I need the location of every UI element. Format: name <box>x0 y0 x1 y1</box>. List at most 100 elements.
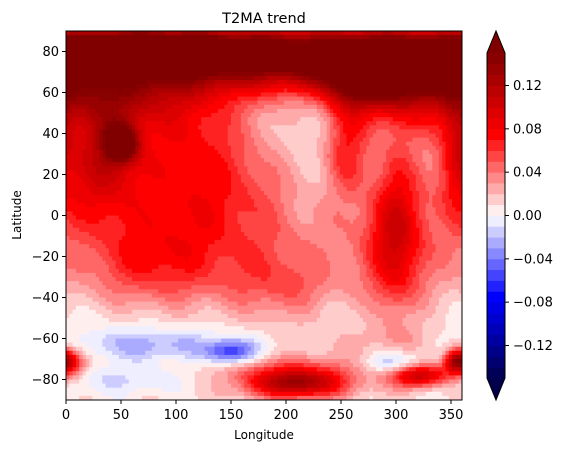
field-cell <box>422 108 427 114</box>
field-cell <box>132 88 136 93</box>
field-cell <box>330 141 334 147</box>
field-cell <box>306 129 311 134</box>
field-cell <box>310 43 314 48</box>
field-cell <box>333 162 337 167</box>
field-cell <box>396 133 400 138</box>
field-cell <box>221 104 225 110</box>
field-cell <box>396 55 400 61</box>
field-cell <box>402 43 407 48</box>
field-cell <box>306 133 311 138</box>
field-cell <box>128 113 133 118</box>
field-cell <box>181 133 186 138</box>
field-cell <box>115 117 120 122</box>
field-cell <box>343 55 347 61</box>
field-cell <box>283 51 288 56</box>
field-cell <box>118 51 123 56</box>
field-cell <box>363 162 367 167</box>
field-cell <box>174 84 179 89</box>
field-cell <box>419 63 423 69</box>
field-cell <box>118 76 123 81</box>
field-cell <box>353 133 357 138</box>
field-cell <box>237 141 242 147</box>
field-cell <box>184 166 189 171</box>
field-cell <box>386 166 390 171</box>
field-cell <box>122 104 126 110</box>
field-cell <box>148 72 153 77</box>
field-cell <box>320 59 324 65</box>
field-cell <box>320 129 324 134</box>
field-cell <box>412 76 417 81</box>
field-cell <box>234 113 238 118</box>
field-cell <box>231 195 235 200</box>
field-cell <box>422 67 427 73</box>
field-cell <box>254 190 258 196</box>
field-cell <box>297 96 301 102</box>
field-cell <box>438 154 443 159</box>
field-cell <box>297 129 301 134</box>
field-cell <box>69 51 73 56</box>
field-cell <box>145 55 149 61</box>
field-cell <box>293 88 298 93</box>
field-cell <box>455 186 460 192</box>
field-cell <box>178 166 182 171</box>
field-cell <box>171 100 176 106</box>
field-cell <box>323 129 328 134</box>
field-cell <box>399 100 403 106</box>
field-cell <box>273 88 278 93</box>
field-cell <box>244 125 248 130</box>
field-cell <box>85 84 90 89</box>
field-cell <box>112 43 116 48</box>
field-cell <box>214 158 219 163</box>
field-cell <box>194 178 199 184</box>
field-cell <box>415 76 420 81</box>
field-cell <box>237 72 242 77</box>
field-cell <box>138 141 143 147</box>
field-cell <box>151 166 156 171</box>
field-cell <box>118 108 123 114</box>
field-cell <box>356 108 361 114</box>
field-cell <box>366 129 370 134</box>
field-cell <box>273 84 278 89</box>
field-cell <box>339 104 344 110</box>
field-cell <box>306 108 311 114</box>
field-cell <box>290 154 295 159</box>
field-cell <box>92 92 97 97</box>
field-cell <box>105 51 110 56</box>
field-cell <box>306 63 311 69</box>
field-cell <box>343 104 347 110</box>
field-cell <box>234 117 238 122</box>
field-cell <box>369 63 374 69</box>
field-cell <box>353 72 357 77</box>
field-cell <box>155 55 159 61</box>
field-cell <box>240 104 245 110</box>
field-cell <box>128 55 133 61</box>
field-cell <box>392 67 397 73</box>
field-cell <box>224 72 229 77</box>
field-cell <box>237 59 242 65</box>
field-cell <box>356 92 361 97</box>
field-cell <box>389 182 394 188</box>
field-cell <box>339 108 344 114</box>
field-cell <box>125 31 130 36</box>
field-cell <box>359 76 364 81</box>
field-cell <box>85 43 90 48</box>
field-cell <box>118 137 123 143</box>
field-cell <box>128 162 133 167</box>
field-cell <box>306 113 311 118</box>
field-cell <box>392 133 397 138</box>
field-cell <box>138 149 143 155</box>
field-cell <box>214 92 219 97</box>
field-cell <box>75 170 80 175</box>
field-cell <box>320 117 324 122</box>
field-cell <box>435 141 440 147</box>
field-cell <box>313 84 318 89</box>
field-cell <box>379 63 384 69</box>
field-cell <box>283 100 288 106</box>
field-cell <box>138 51 143 56</box>
field-cell <box>339 129 344 134</box>
field-cell <box>234 96 238 102</box>
field-cell <box>369 166 374 171</box>
field-cell <box>336 55 341 61</box>
field-cell <box>122 158 126 163</box>
field-cell <box>240 170 245 175</box>
